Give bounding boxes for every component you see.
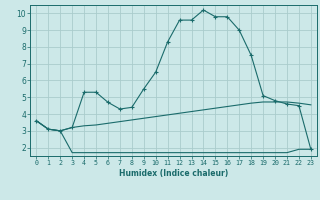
X-axis label: Humidex (Indice chaleur): Humidex (Indice chaleur)	[119, 169, 228, 178]
